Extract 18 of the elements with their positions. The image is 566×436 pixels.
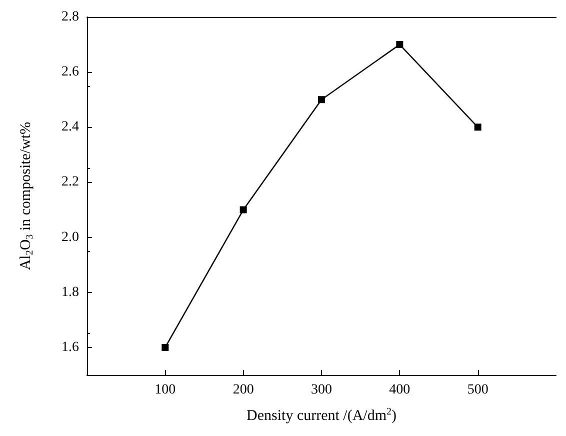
- x-tick-label: 400: [389, 382, 410, 398]
- y-tick-label: 1.6: [62, 340, 79, 355]
- y-tick-label: 2.2: [62, 174, 79, 190]
- y-axis-title: Al2O3 in composite/wt%: [18, 122, 36, 270]
- y-tick-label: 2.6: [62, 64, 79, 80]
- point: [474, 124, 482, 131]
- x-tick-label: 300: [311, 382, 332, 398]
- x-tick-label: 200: [232, 382, 254, 398]
- y-tick-label: 2.8: [62, 10, 79, 24]
- y-tick-label: 2.0: [62, 230, 79, 245]
- y-tick-label: 1.8: [62, 284, 79, 300]
- point: [162, 344, 169, 351]
- point: [318, 96, 325, 104]
- x-tick-label: 100: [154, 382, 176, 398]
- point: [240, 206, 247, 214]
- y-tick-label: 2.4: [62, 120, 79, 135]
- point: [396, 41, 404, 48]
- x-tick-label: 500: [467, 382, 488, 398]
